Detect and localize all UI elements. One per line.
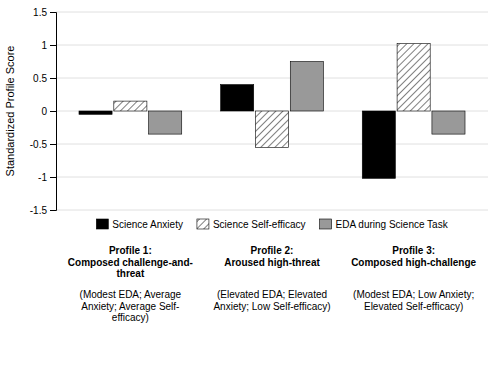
y-axis: -1.5 -1 -0.5 0 0.5 1 1.5 xyxy=(30,7,57,216)
grid-line xyxy=(56,12,488,13)
annotation: (Modest EDA; AverageAnxiety; Average Sel… xyxy=(80,289,182,323)
category-label: Profile 3:Composed high-challenge xyxy=(351,245,476,268)
text-line: (Elevated EDA; Elevated xyxy=(217,289,327,300)
y-tick-mark xyxy=(50,111,56,112)
legend-swatch xyxy=(320,219,332,229)
text-line: (Modest EDA; Low Anxiety; xyxy=(353,289,474,300)
legend-swatch xyxy=(197,219,209,229)
y-tick: 1.5 xyxy=(33,7,56,18)
category-label: Profile 1:Composed challenge-and-threat xyxy=(68,245,193,279)
y-tick: -1 xyxy=(38,172,56,183)
y-axis-line xyxy=(50,13,57,211)
y-tick-label: 0.5 xyxy=(33,73,47,84)
y-tick-mark xyxy=(50,12,56,13)
bar xyxy=(397,44,430,111)
series xyxy=(79,85,395,179)
grid-line xyxy=(56,177,488,178)
chart-svg: -1.5 -1 -0.5 0 0.5 1 1.5 Standardized Profile S… xyxy=(0,0,500,375)
bar xyxy=(114,101,147,111)
y-tick-mark xyxy=(50,210,56,211)
y-tick: 1 xyxy=(41,40,56,51)
series xyxy=(114,44,430,148)
bars xyxy=(79,44,465,179)
legend: Science Anxiety Science Self-efficacy EDA … xyxy=(96,219,448,230)
y-tick-mark xyxy=(50,45,56,46)
category-label: Profile 2:Aroused high-threat xyxy=(224,245,320,268)
legend-item: Science Anxiety xyxy=(96,219,183,230)
legend-label: EDA during Science Task xyxy=(336,219,449,230)
chart-container: -1.5 -1 -0.5 0 0.5 1 1.5 Standardized Profile S… xyxy=(0,0,500,375)
legend-label: Science Anxiety xyxy=(112,219,183,230)
bar xyxy=(221,85,254,111)
y-tick-label: -1.5 xyxy=(30,205,48,216)
text-line: Anxiety; Average Self- xyxy=(81,301,179,312)
y-tick-label: -0.5 xyxy=(30,139,48,150)
bar xyxy=(79,111,112,114)
legend-item: EDA during Science Task xyxy=(320,219,449,230)
bar xyxy=(432,111,465,134)
y-tick-mark xyxy=(50,144,56,145)
bar xyxy=(290,62,323,112)
text-line: (Modest EDA; Average xyxy=(80,289,182,300)
text-line: Elevated Self-efficacy) xyxy=(364,301,463,312)
grid-line xyxy=(56,210,488,211)
plot: -1.5 -1 -0.5 0 0.5 1 1.5 xyxy=(30,7,488,216)
y-tick: -0.5 xyxy=(30,139,56,150)
y-tick-label: 0 xyxy=(41,106,47,117)
legend-swatch xyxy=(96,219,108,229)
y-axis-title: Standardized Profile Score xyxy=(4,46,16,177)
text-line: efficacy) xyxy=(112,312,149,323)
text-line: Composed high-challenge xyxy=(351,257,476,268)
y-tick: 0 xyxy=(41,106,56,117)
legend-item: Science Self-efficacy xyxy=(197,219,306,230)
y-tick-label: 1.5 xyxy=(33,7,47,18)
text-line: Anxiety; Low Self-efficacy) xyxy=(213,301,330,312)
y-tick-label: -1 xyxy=(38,172,47,183)
legend-label: Science Self-efficacy xyxy=(213,219,306,230)
bar xyxy=(255,111,288,147)
text-line: Profile 3: xyxy=(392,245,435,256)
y-tick: -1.5 xyxy=(30,205,56,216)
annotation: (Elevated EDA; ElevatedAnxiety; Low Self… xyxy=(213,289,330,312)
y-tick-mark xyxy=(50,177,56,178)
annotation: (Modest EDA; Low Anxiety;Elevated Self-e… xyxy=(353,289,474,312)
text-line: Composed challenge-and- xyxy=(68,257,193,268)
y-tick-mark xyxy=(50,78,56,79)
bar xyxy=(362,111,395,178)
text-line: Profile 1: xyxy=(109,245,152,256)
series xyxy=(149,62,465,135)
text-line: Profile 2: xyxy=(251,245,294,256)
text-line: Aroused high-threat xyxy=(224,257,320,268)
y-tick-label: 1 xyxy=(41,40,47,51)
y-tick: 0.5 xyxy=(33,73,56,84)
text-line: threat xyxy=(116,268,144,279)
grid xyxy=(56,12,488,210)
bar xyxy=(149,111,182,134)
